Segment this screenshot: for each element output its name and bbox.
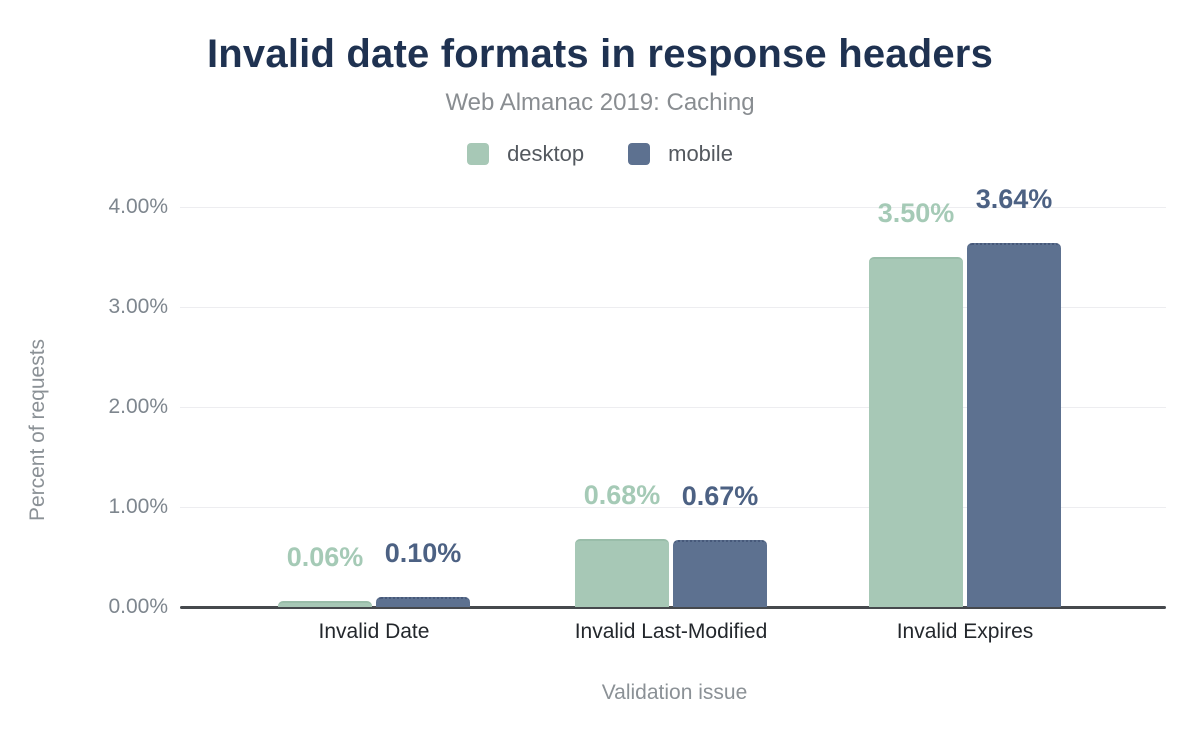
gridline bbox=[180, 307, 1166, 308]
plot-area: 0.06% 0.10% 0.68% 0.67% 3.50% 3.64% bbox=[180, 186, 1166, 609]
y-tick-label: 3.00% bbox=[108, 295, 168, 318]
legend-item-mobile: mobile bbox=[628, 141, 733, 167]
y-tick-label: 0.00% bbox=[108, 595, 168, 618]
bar-desktop-1 bbox=[575, 539, 669, 607]
gridline bbox=[180, 407, 1166, 408]
x-axis-categories: Invalid Date Invalid Last-Modified Invalid… bbox=[183, 620, 1166, 648]
gridline bbox=[180, 207, 1166, 208]
y-axis-ticks: 0.00% 1.00% 2.00% 3.00% 4.00% bbox=[0, 195, 168, 618]
y-tick-label: 2.00% bbox=[108, 395, 168, 418]
x-category-label: Invalid Date bbox=[318, 620, 430, 643]
legend-swatch-mobile bbox=[628, 143, 651, 165]
chart-title: Invalid date formats in response headers bbox=[206, 32, 994, 76]
x-axis-title: Validation issue bbox=[601, 681, 748, 704]
x-category-label: Invalid Last-Modified bbox=[574, 620, 768, 643]
gridline bbox=[180, 507, 1166, 508]
legend-label: mobile bbox=[668, 141, 733, 166]
value-label-desktop-2: 3.50% bbox=[877, 198, 955, 228]
x-category-label: Invalid Expires bbox=[896, 620, 1034, 643]
bar-mobile-2 bbox=[967, 243, 1061, 607]
legend-label: desktop bbox=[507, 141, 585, 166]
legend-swatch-desktop bbox=[467, 143, 490, 165]
value-label-desktop-1: 0.68% bbox=[583, 480, 661, 510]
value-label-mobile-1: 0.67% bbox=[681, 481, 759, 511]
value-label-desktop-0: 0.06% bbox=[286, 542, 364, 572]
bar-mobile-0 bbox=[376, 597, 470, 607]
legend: desktop mobile bbox=[0, 141, 1200, 167]
value-label-mobile-0: 0.10% bbox=[384, 538, 462, 568]
bar-desktop-2 bbox=[869, 257, 963, 607]
y-tick-label: 4.00% bbox=[108, 195, 168, 218]
legend-item-desktop: desktop bbox=[467, 141, 584, 167]
chart-subtitle: Web Almanac 2019: Caching bbox=[445, 89, 755, 116]
value-label-mobile-2: 3.64% bbox=[975, 184, 1053, 214]
bar-mobile-1 bbox=[673, 540, 767, 607]
x-axis-baseline bbox=[180, 606, 1166, 609]
bar-desktop-0 bbox=[278, 601, 372, 607]
y-tick-label: 1.00% bbox=[108, 495, 168, 518]
